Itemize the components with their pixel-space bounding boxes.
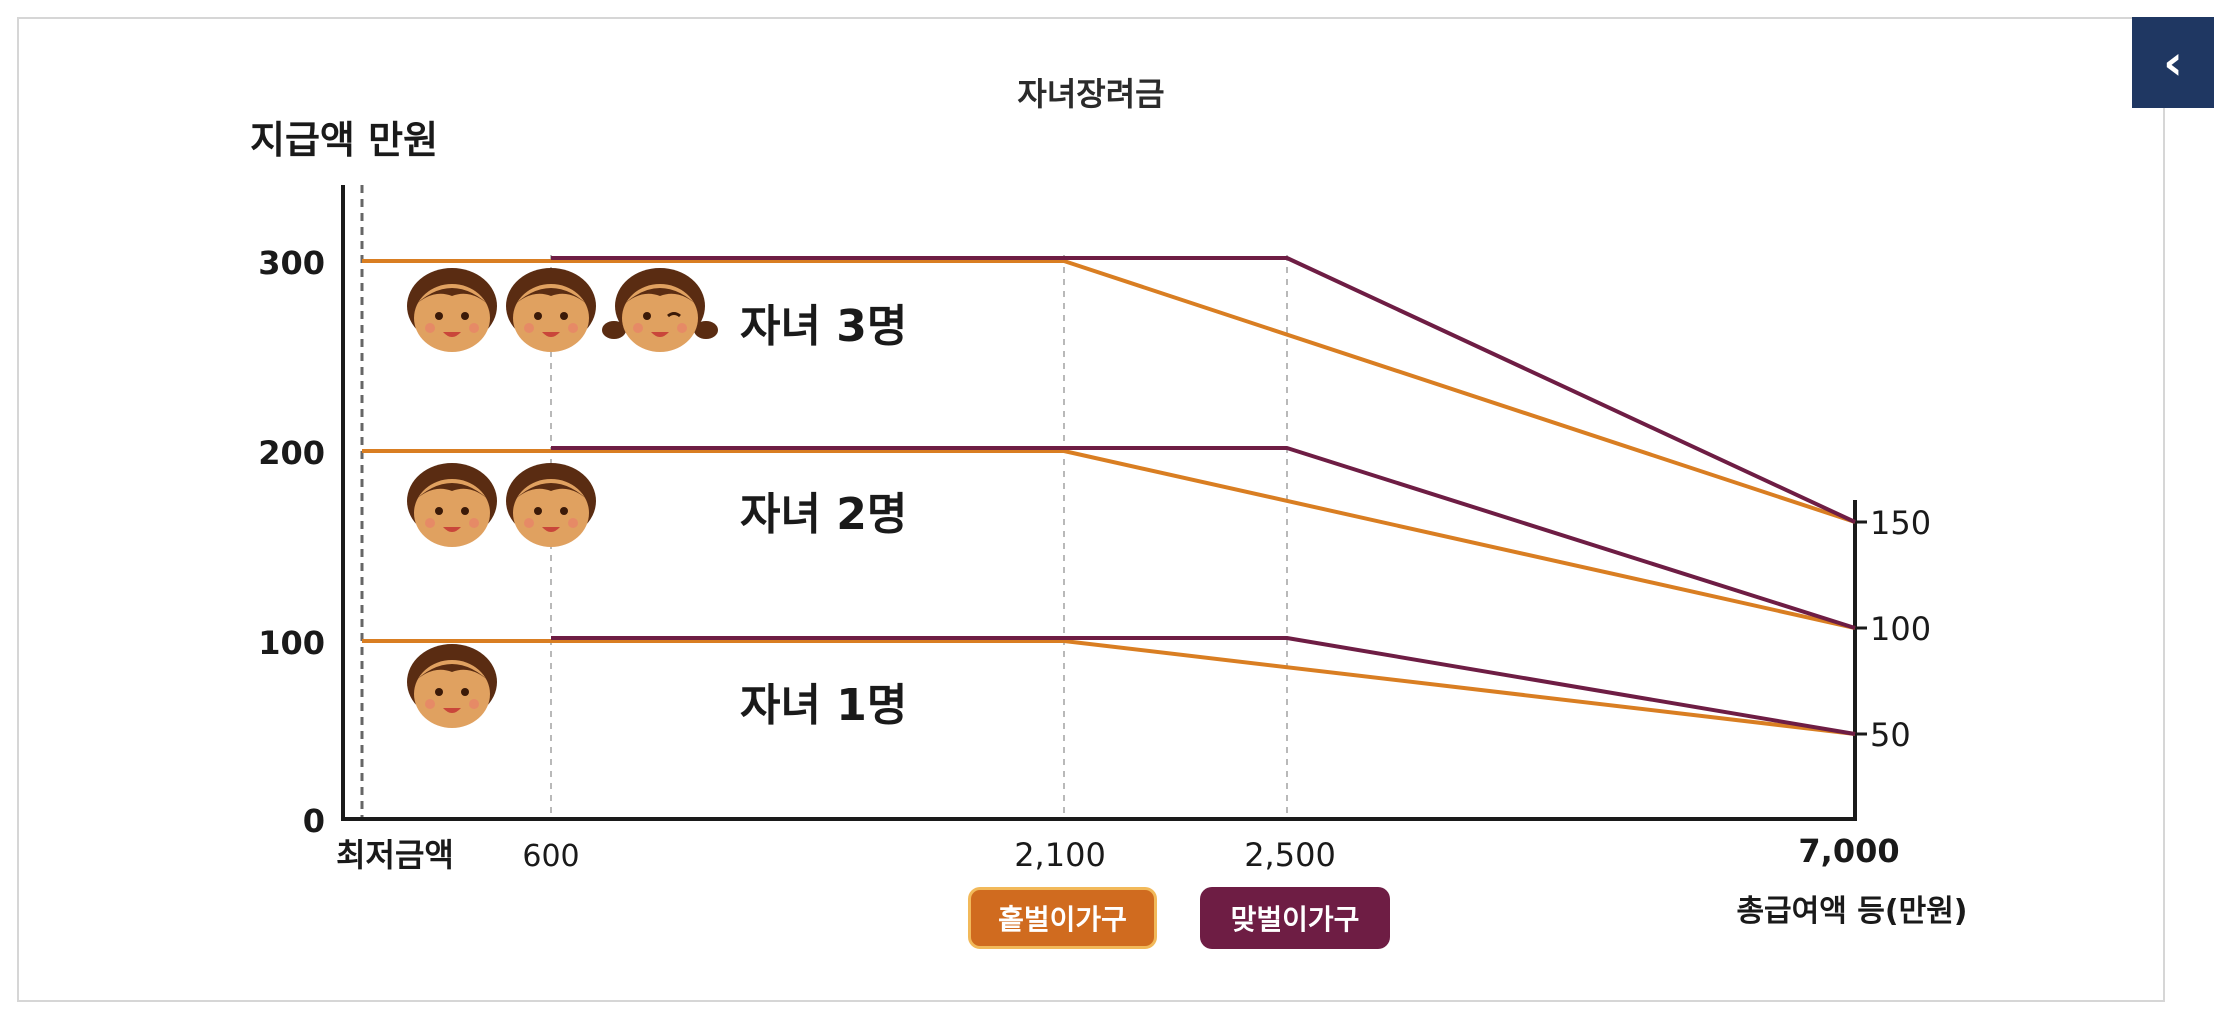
child-face-icon (602, 268, 718, 352)
x-tick-label: 2,100 (1014, 836, 1106, 874)
back-button[interactable]: ‹ (2132, 17, 2214, 108)
series-line-single-income (362, 259, 1856, 524)
y-tick-label-left: 300 (258, 244, 325, 282)
y-tick-label-left: 0 (303, 802, 325, 840)
child-face-icon (506, 268, 596, 352)
series-line-single-income (362, 449, 1856, 630)
x-tick-label: 최저금액 (336, 836, 454, 874)
y-tick-label-right: 50 (1870, 716, 1911, 754)
child-face-icon (407, 644, 497, 728)
y-tick-label-left: 100 (258, 624, 325, 662)
series-line-dual-income (551, 446, 1856, 630)
legend-single-income: 홑벌이가구 (968, 887, 1157, 949)
series-line-single-income (362, 639, 1856, 736)
chevron-left-icon: ‹ (2163, 34, 2183, 91)
x-tick-label: 7,000 (1798, 832, 1899, 870)
y-tick-label-left: 200 (258, 434, 325, 472)
group-label: 자녀 1명 (740, 680, 907, 731)
chart-title: 자녀장려금 (1017, 75, 1165, 113)
chart-panel: 자녀장려금 (17, 17, 2165, 1002)
child-face-icon (407, 463, 497, 547)
x-tick-label: 600 (522, 839, 579, 874)
y-tick-label-right: 100 (1870, 610, 1931, 648)
y-axis-label: 지급액 만원 (250, 118, 438, 162)
child-face-icon (407, 268, 497, 352)
legend-dual-income: 맞벌이가구 (1200, 887, 1390, 949)
child-face-icon (506, 463, 596, 547)
x-tick-label: 2,500 (1244, 836, 1336, 874)
x-axis-label: 총급여액 등(만원) (1736, 894, 1967, 929)
y-tick-label-right: 150 (1870, 504, 1931, 542)
group-label: 자녀 3명 (740, 301, 907, 352)
series-line-dual-income (551, 636, 1856, 736)
group-label: 자녀 2명 (740, 489, 907, 540)
series-line-dual-income (551, 256, 1856, 524)
